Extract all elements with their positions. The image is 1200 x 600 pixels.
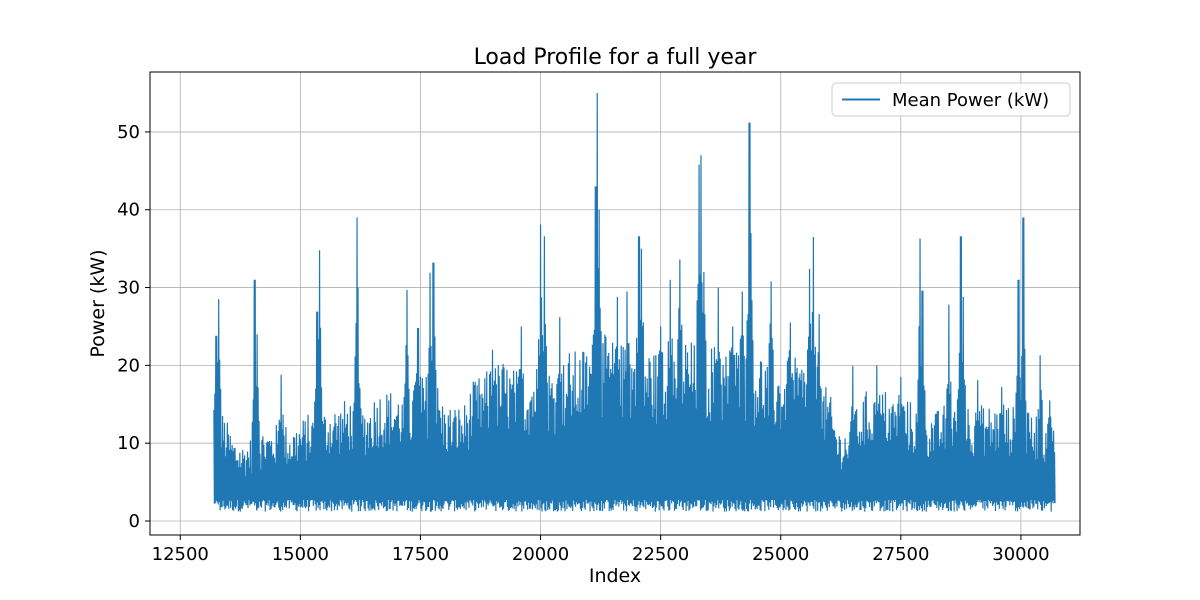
- y-tick-label: 40: [117, 200, 140, 221]
- legend: Mean Power (kW): [831, 82, 1071, 117]
- y-tick-label: 50: [117, 122, 140, 143]
- x-tick-label: 25000: [752, 544, 809, 565]
- y-axis-label: Power (kW): [87, 249, 109, 357]
- x-tick-label: 17500: [392, 544, 449, 565]
- x-tick-label: 27500: [872, 544, 929, 565]
- y-tick-label: 0: [129, 511, 140, 532]
- chart-title: Load Profile for a full year: [474, 45, 758, 70]
- y-tick-label: 30: [117, 278, 140, 299]
- x-tick-label: 12500: [152, 544, 209, 565]
- plot-frame: [149, 71, 1081, 536]
- x-tick-label: 15000: [272, 544, 329, 565]
- x-axis-ticks: 12500 15000 17500 20000 22500 25000 27500 30000: [152, 535, 1050, 565]
- legend-label-mean-power: Mean Power (kW): [892, 90, 1049, 111]
- y-axis-ticks: 0 10 20 30 40 50: [117, 122, 150, 532]
- series-layer: [213, 93, 1056, 512]
- x-tick-label: 30000: [992, 544, 1049, 565]
- y-tick-label: 20: [117, 355, 140, 376]
- series-line-mean-power: [213, 93, 1056, 512]
- y-tick-label: 10: [117, 433, 140, 454]
- x-axis-label: Index: [589, 565, 641, 587]
- legend-box: [831, 82, 1071, 117]
- x-tick-label: 20000: [512, 544, 569, 565]
- x-tick-label: 22500: [632, 544, 689, 565]
